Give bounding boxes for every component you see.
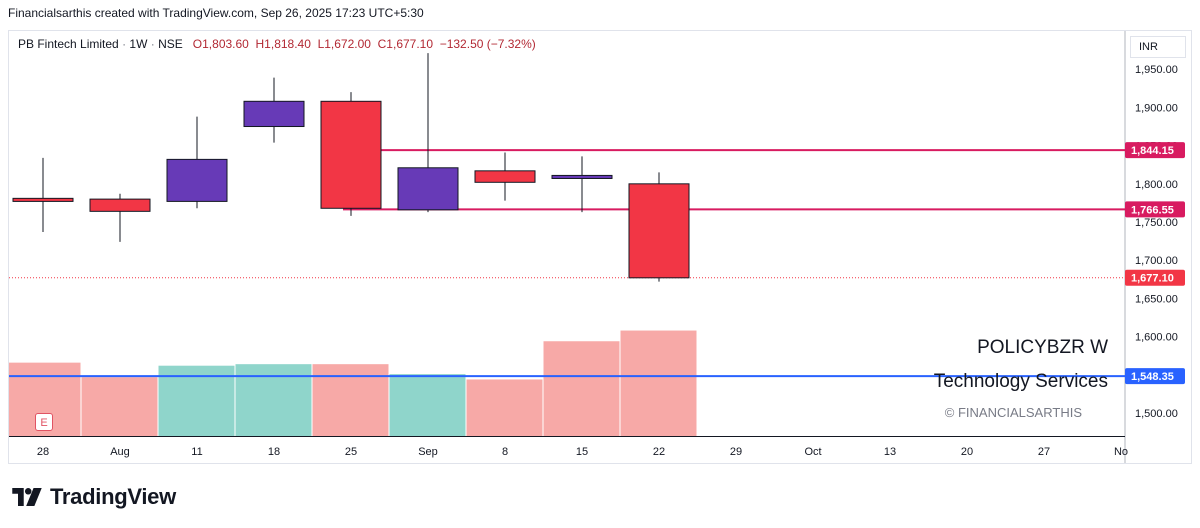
- volume-line-badge-label: 1,548.35: [1131, 371, 1174, 383]
- currency-selector[interactable]: INR: [1130, 36, 1186, 58]
- level-badge-label: 1,844.15: [1131, 145, 1174, 157]
- tradingview-logo-text: TradingView: [50, 484, 176, 509]
- candle-body: [397, 167, 459, 211]
- x-tick-label: 8: [502, 446, 508, 458]
- price-chart[interactable]: 1,950.001,900.001,850.001,800.001,750.00…: [9, 31, 1191, 463]
- ticker-watermark: POLICYBZR W: [977, 337, 1108, 358]
- level-badge-label: 1,766.55: [1131, 204, 1174, 216]
- attribution-text: Financialsarthis created with TradingVie…: [8, 6, 424, 20]
- x-tick-label: 22: [653, 446, 665, 458]
- last-price-badge: [1125, 269, 1185, 286]
- x-tick-label: Aug: [110, 446, 130, 458]
- x-tick-label: 15: [576, 446, 588, 458]
- volume-bar: [158, 365, 235, 436]
- y-tick-label: 1,600.00: [1135, 332, 1178, 344]
- tradingview-logo[interactable]: TradingView: [12, 484, 176, 510]
- x-tick-label: No: [1114, 446, 1128, 458]
- last-price-badge-label: 1,677.10: [1131, 273, 1174, 285]
- y-tick-label: 1,750.00: [1135, 217, 1178, 229]
- x-tick-label: Sep: [418, 446, 438, 458]
- legend-symbol[interactable]: PB Fintech Limited: [18, 37, 119, 51]
- chart-panel[interactable]: 1,950.001,900.001,850.001,800.001,750.00…: [8, 30, 1192, 464]
- candle-body: [166, 158, 228, 202]
- x-tick-label: 25: [345, 446, 357, 458]
- tradingview-logo-icon: [12, 488, 42, 506]
- copyright-watermark: © FINANCIALSARTHIS: [944, 405, 1082, 420]
- volume-bar: [466, 379, 543, 436]
- x-tick-label: 13: [884, 446, 896, 458]
- candle-body: [12, 197, 74, 202]
- legend-interval[interactable]: 1W: [129, 37, 148, 51]
- volume-bar: [235, 364, 312, 436]
- y-tick-label: 1,700.00: [1135, 255, 1178, 267]
- x-tick-label: 27: [1038, 446, 1050, 458]
- candle-body: [628, 183, 690, 279]
- x-tick-label: 29: [730, 446, 742, 458]
- candle-body: [551, 174, 613, 179]
- legend-close: C1,677.10: [377, 37, 434, 51]
- legend-high: H1,818.40: [255, 37, 311, 51]
- candle-body: [320, 100, 382, 209]
- legend: PB Fintech Limited · 1W · NSE O1,803.60 …: [18, 37, 536, 51]
- x-tick-label: 18: [268, 446, 280, 458]
- level-badge: [1125, 201, 1185, 218]
- y-tick-label: 1,800.00: [1135, 179, 1178, 191]
- legend-exchange: NSE: [158, 37, 183, 51]
- earnings-icon[interactable]: E: [35, 413, 53, 431]
- candle-body: [89, 198, 151, 212]
- candle-body: [474, 170, 536, 183]
- y-tick-label: 1,650.00: [1135, 293, 1178, 305]
- legend-low: L1,672.00: [317, 37, 371, 51]
- y-tick-label: 1,500.00: [1135, 408, 1178, 420]
- volume-bar: [543, 341, 620, 436]
- volume-bar: [312, 364, 389, 436]
- candle-body: [243, 100, 305, 128]
- x-tick-label: Oct: [804, 446, 821, 458]
- legend-open: O1,803.60: [192, 37, 249, 51]
- x-tick-label: 11: [191, 446, 202, 458]
- volume-bar: [81, 377, 158, 436]
- sector-watermark: Technology Services: [933, 371, 1108, 392]
- volume-bar: [389, 374, 466, 436]
- volume-line-badge: [1125, 368, 1185, 385]
- y-tick-label: 1,900.00: [1135, 102, 1178, 114]
- level-badge: [1125, 142, 1185, 159]
- y-tick-label: 1,950.00: [1135, 64, 1178, 76]
- x-tick-label: 28: [37, 446, 49, 458]
- legend-change: −132.50 (−7.32%): [439, 37, 536, 51]
- x-tick-label: 20: [961, 446, 973, 458]
- volume-bar: [620, 330, 697, 436]
